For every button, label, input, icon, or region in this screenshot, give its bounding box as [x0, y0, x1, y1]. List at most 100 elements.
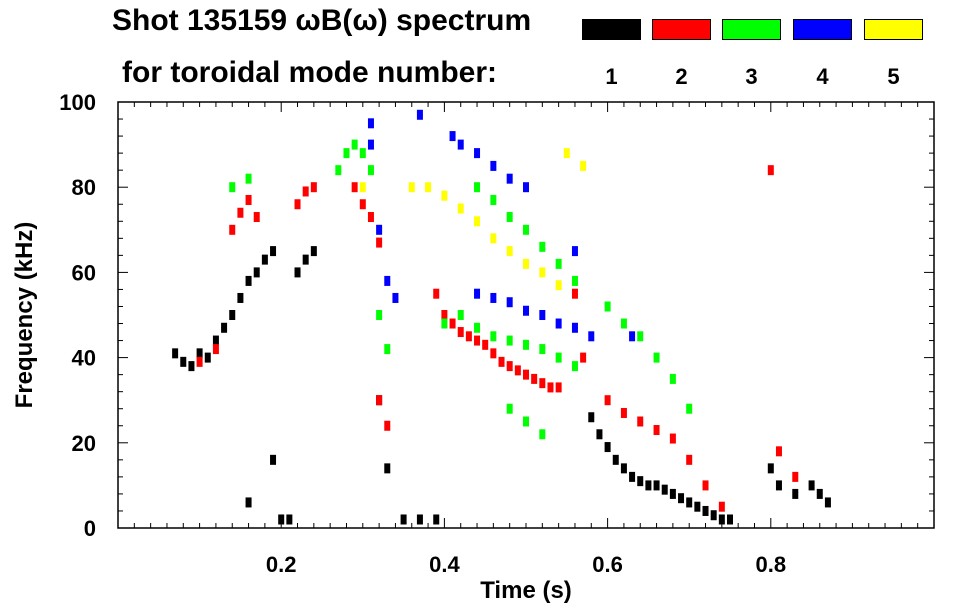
mode-3-point	[229, 182, 236, 193]
mode-4-point	[376, 224, 383, 235]
mode-4-point	[392, 292, 399, 303]
mode-1-point	[637, 476, 644, 487]
mode-1-point	[196, 348, 203, 359]
mode-1-point	[400, 514, 407, 525]
mode-4-point	[457, 139, 464, 150]
mode-3-point	[376, 310, 383, 320]
mode-1-point	[808, 480, 815, 491]
mode-1-point	[702, 505, 709, 516]
mode-1-point	[661, 484, 668, 495]
mode-1-point	[710, 510, 717, 521]
mode-2-point	[523, 369, 529, 380]
mode-2-point	[637, 416, 644, 427]
mode-4-point	[571, 322, 578, 333]
mode-3-point	[669, 373, 676, 384]
mode-2-point	[580, 352, 587, 363]
mode-1-point	[678, 493, 685, 504]
mode-5-point	[539, 267, 546, 278]
mode-3-point	[359, 148, 366, 159]
mode-1-point	[294, 267, 301, 278]
mode-1-point	[645, 480, 652, 491]
mode-1-point	[718, 514, 725, 525]
mode-2-point	[539, 378, 546, 389]
legend-swatch-mode-1	[582, 19, 641, 40]
data-points-layer	[172, 109, 831, 525]
legend-label-mode-5: 5	[887, 64, 900, 89]
chart-title-line2: for toroidal mode number:	[122, 56, 497, 89]
mode-3-point	[441, 318, 448, 329]
mode-4-point	[384, 275, 391, 286]
mode-1-point	[229, 310, 236, 320]
mode-4-point	[474, 148, 481, 159]
mode-1-point	[384, 463, 391, 474]
mode-2-point	[294, 199, 301, 210]
mode-2-point	[669, 433, 676, 444]
mode-4-point	[449, 131, 456, 142]
mode-4-point	[490, 292, 497, 303]
mode-3-point	[506, 403, 513, 414]
mode-3-point	[555, 352, 562, 363]
mode-3-point	[523, 224, 529, 235]
mode-4-point	[571, 246, 578, 257]
mode-1-point	[596, 429, 603, 440]
mode-4-point	[588, 331, 595, 342]
x-axis-label: Time (s)	[480, 577, 572, 604]
mode-5-point	[359, 182, 366, 193]
mode-3-point	[457, 310, 464, 320]
mode-4-point	[523, 182, 529, 193]
mode-5-point	[580, 160, 587, 171]
mode-1-point	[588, 412, 595, 423]
mode-2-point	[384, 420, 391, 431]
mode-2-point	[767, 165, 774, 176]
mode-3-point	[474, 322, 481, 333]
mode-1-point	[286, 514, 293, 525]
mode-4-point	[506, 297, 513, 308]
mode-2-point	[571, 288, 578, 299]
mode-1-point	[253, 267, 260, 278]
mode-4-point	[555, 318, 562, 329]
y-tick-label: 100	[59, 90, 96, 115]
mode-1-point	[302, 254, 309, 265]
mode-1-point	[212, 335, 219, 346]
mode-1-point	[620, 463, 627, 474]
mode-3-point	[384, 344, 391, 355]
mode-1-point	[188, 361, 195, 372]
mode-2-point	[229, 224, 236, 235]
mode-2-point	[351, 182, 358, 193]
mode-2-point	[620, 407, 627, 418]
mode-2-point	[465, 331, 472, 342]
mode-4-point	[367, 118, 374, 129]
mode-3-point	[539, 344, 546, 355]
mode-5-point	[555, 280, 562, 291]
mode-2-point	[792, 471, 799, 482]
legend-swatch-mode-2	[652, 19, 711, 40]
axis-ticks-layer: 0.2 0.4 0.6 0.8 0 20 40 60 80 100	[59, 90, 934, 577]
legend-label-mode-3: 3	[745, 64, 758, 89]
mode-3-point	[571, 361, 578, 372]
mode-2-point	[302, 186, 309, 197]
mode-5-point	[457, 203, 464, 214]
mode-1-point	[416, 514, 423, 525]
mode-1-point	[172, 348, 179, 359]
mode-2-point	[686, 454, 693, 465]
mode-1-point	[727, 514, 733, 525]
mode-3-point	[604, 301, 611, 312]
mode-3-point	[506, 212, 513, 223]
mode-2-point	[718, 501, 725, 512]
mode-2-point	[555, 382, 562, 393]
legend-swatch-mode-4	[793, 19, 852, 40]
mode-5-point	[441, 190, 448, 201]
mode-2-point	[653, 425, 660, 436]
mode-5-point	[490, 233, 497, 244]
legend-swatch-mode-3	[722, 19, 781, 40]
mode-1-point	[310, 246, 317, 257]
plot-frame	[117, 101, 935, 529]
mode-2-point	[547, 382, 554, 393]
mode-3-point	[637, 331, 644, 342]
mode-2-point	[514, 365, 521, 376]
mode-2-point	[212, 344, 219, 355]
mode-2-point	[506, 361, 513, 372]
mode-3-point	[539, 241, 546, 252]
mode-1-point	[180, 356, 187, 367]
